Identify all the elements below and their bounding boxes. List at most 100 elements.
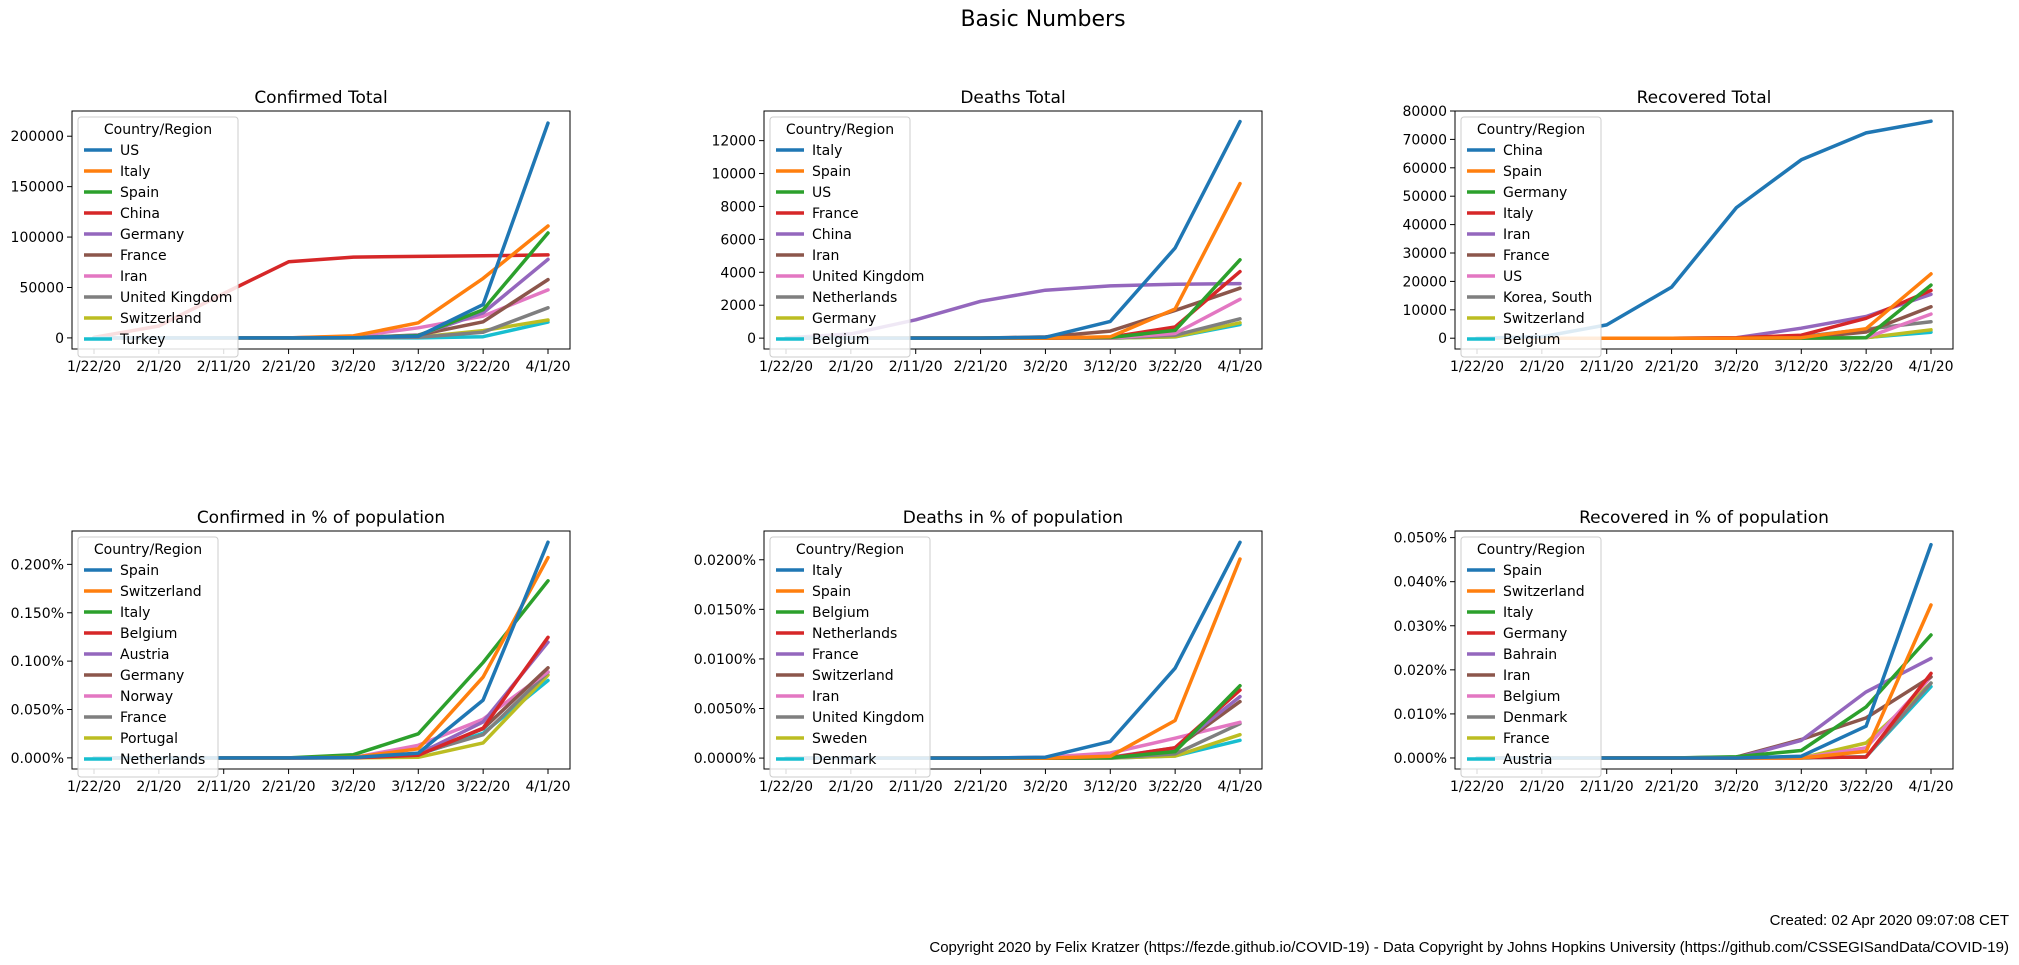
y-tick-label: 0.100% (11, 654, 64, 670)
y-tick-label: 0.020% (1394, 663, 1447, 679)
x-tick-label: 4/1/20 (1908, 779, 1953, 795)
panel-title: Recovered in % of population (1579, 508, 1829, 528)
x-tick-label: 2/1/20 (136, 779, 181, 795)
y-tick-label: 0.040% (1394, 575, 1447, 591)
legend-label: Spain (120, 185, 159, 201)
legend-label: Denmark (812, 752, 877, 768)
legend-label: Austria (1503, 752, 1552, 768)
legend-label: Italy (120, 605, 150, 621)
x-tick-label: 1/22/20 (1450, 779, 1504, 795)
legend-label: Switzerland (1503, 584, 1585, 600)
y-tick-label: 0 (1438, 331, 1447, 347)
legend-box (1460, 536, 1602, 778)
x-tick-label: 1/22/20 (67, 359, 121, 375)
x-tick-label: 2/11/20 (197, 359, 251, 375)
x-tick-label: 2/1/20 (828, 779, 873, 795)
x-tick-label: 3/2/20 (1714, 359, 1759, 375)
y-tick-label: 2000 (720, 298, 756, 314)
y-tick-label: 0.000% (1394, 751, 1447, 767)
legend-label: Spain (120, 563, 159, 579)
legend-label: Turkey (119, 332, 166, 348)
x-tick-label: 4/1/20 (1908, 359, 1953, 375)
x-tick-label: 2/11/20 (1580, 779, 1634, 795)
legend-box (769, 536, 931, 778)
x-tick-label: 4/1/20 (525, 359, 570, 375)
y-tick-label: 0.000% (11, 751, 64, 767)
y-tick-label: 12000 (711, 134, 756, 150)
legend-box (77, 536, 219, 778)
y-tick-label: 8000 (720, 199, 756, 215)
x-tick-label: 3/22/20 (1839, 779, 1893, 795)
legend-label: Spain (1503, 563, 1542, 579)
y-tick-label: 6000 (720, 232, 756, 248)
y-tick-label: 0.0150% (694, 602, 756, 618)
chart-panel: Confirmed Total 1/22/20 2/1/20 2/11/20 2/21/… (11, 88, 571, 375)
x-tick-label: 1/22/20 (67, 779, 121, 795)
legend-label: China (120, 206, 160, 222)
x-tick-label: 2/21/20 (954, 359, 1008, 375)
legend: Country/Region Italy Spain US France China Ira… (769, 116, 924, 358)
legend-label: Italy (812, 143, 842, 159)
x-tick-label: 3/22/20 (1148, 779, 1202, 795)
legend-label: France (812, 647, 859, 663)
legend-label: United Kingdom (812, 710, 924, 726)
legend-label: Belgium (120, 626, 177, 642)
legend-label: Iran (1503, 668, 1530, 684)
chart-panel: Recovered Total 1/22/20 2/1/20 2/11/20 2/21/… (1402, 88, 1953, 375)
legend-title: Country/Region (796, 542, 904, 558)
x-tick-label: 3/2/20 (331, 779, 376, 795)
legend-label: Netherlands (812, 290, 897, 306)
panel-title: Deaths in % of population (903, 508, 1123, 528)
legend-label: Netherlands (120, 752, 205, 768)
y-tick-label: 40000 (1402, 218, 1447, 234)
y-tick-label: 30000 (1402, 246, 1447, 262)
legend-label: Germany (1503, 185, 1567, 201)
legend-label: Denmark (1503, 710, 1568, 726)
legend-label: Bahrain (1503, 647, 1557, 663)
figure-title: Basic Numbers (960, 7, 1125, 32)
x-tick-label: 3/12/20 (1774, 359, 1828, 375)
y-tick-label: 10000 (711, 167, 756, 183)
legend-label: Belgium (1503, 332, 1560, 348)
y-tick-label: 0.050% (11, 703, 64, 719)
legend-label: Germany (120, 227, 184, 243)
chart-panel: Confirmed in % of population 1/22/20 2/1/2… (11, 508, 571, 795)
legend-label: China (812, 227, 852, 243)
legend-label: Norway (120, 689, 173, 705)
x-tick-label: 1/22/20 (1450, 359, 1504, 375)
legend-box (1460, 116, 1602, 358)
x-tick-label: 1/22/20 (759, 779, 813, 795)
legend: Country/Region Spain Switzerland Italy Belgi… (77, 536, 219, 778)
legend-label: Italy (812, 563, 842, 579)
legend-title: Country/Region (1477, 542, 1585, 558)
x-tick-label: 2/1/20 (136, 359, 181, 375)
legend-label: Italy (120, 164, 150, 180)
y-tick-label: 0.0000% (694, 751, 756, 767)
y-tick-label: 0.150% (11, 606, 64, 622)
legend-label: Germany (812, 311, 876, 327)
legend: Country/Region China Spain Germany Italy Iran… (1460, 116, 1602, 358)
y-tick-label: 70000 (1402, 132, 1447, 148)
y-tick-label: 100000 (11, 230, 64, 246)
x-tick-label: 3/2/20 (1714, 779, 1759, 795)
legend-label: France (120, 248, 167, 264)
panel-title: Recovered Total (1637, 88, 1772, 108)
x-tick-label: 2/11/20 (1580, 359, 1634, 375)
legend-label: Korea, South (1503, 290, 1592, 306)
x-tick-label: 2/11/20 (889, 359, 943, 375)
legend-label: Iran (120, 269, 147, 285)
y-tick-label: 0 (55, 331, 64, 347)
y-tick-label: 4000 (720, 265, 756, 281)
legend-label: Switzerland (812, 668, 894, 684)
legend-label: Germany (120, 668, 184, 684)
y-tick-label: 0.0200% (694, 553, 756, 569)
x-tick-label: 2/11/20 (889, 779, 943, 795)
x-tick-label: 3/22/20 (1839, 359, 1893, 375)
y-tick-label: 0.030% (1394, 619, 1447, 635)
y-tick-label: 80000 (1402, 104, 1447, 120)
legend-label: Iran (1503, 227, 1530, 243)
x-tick-label: 2/1/20 (828, 359, 873, 375)
legend-label: Spain (1503, 164, 1542, 180)
legend-label: Germany (1503, 626, 1567, 642)
x-tick-label: 3/22/20 (456, 779, 510, 795)
